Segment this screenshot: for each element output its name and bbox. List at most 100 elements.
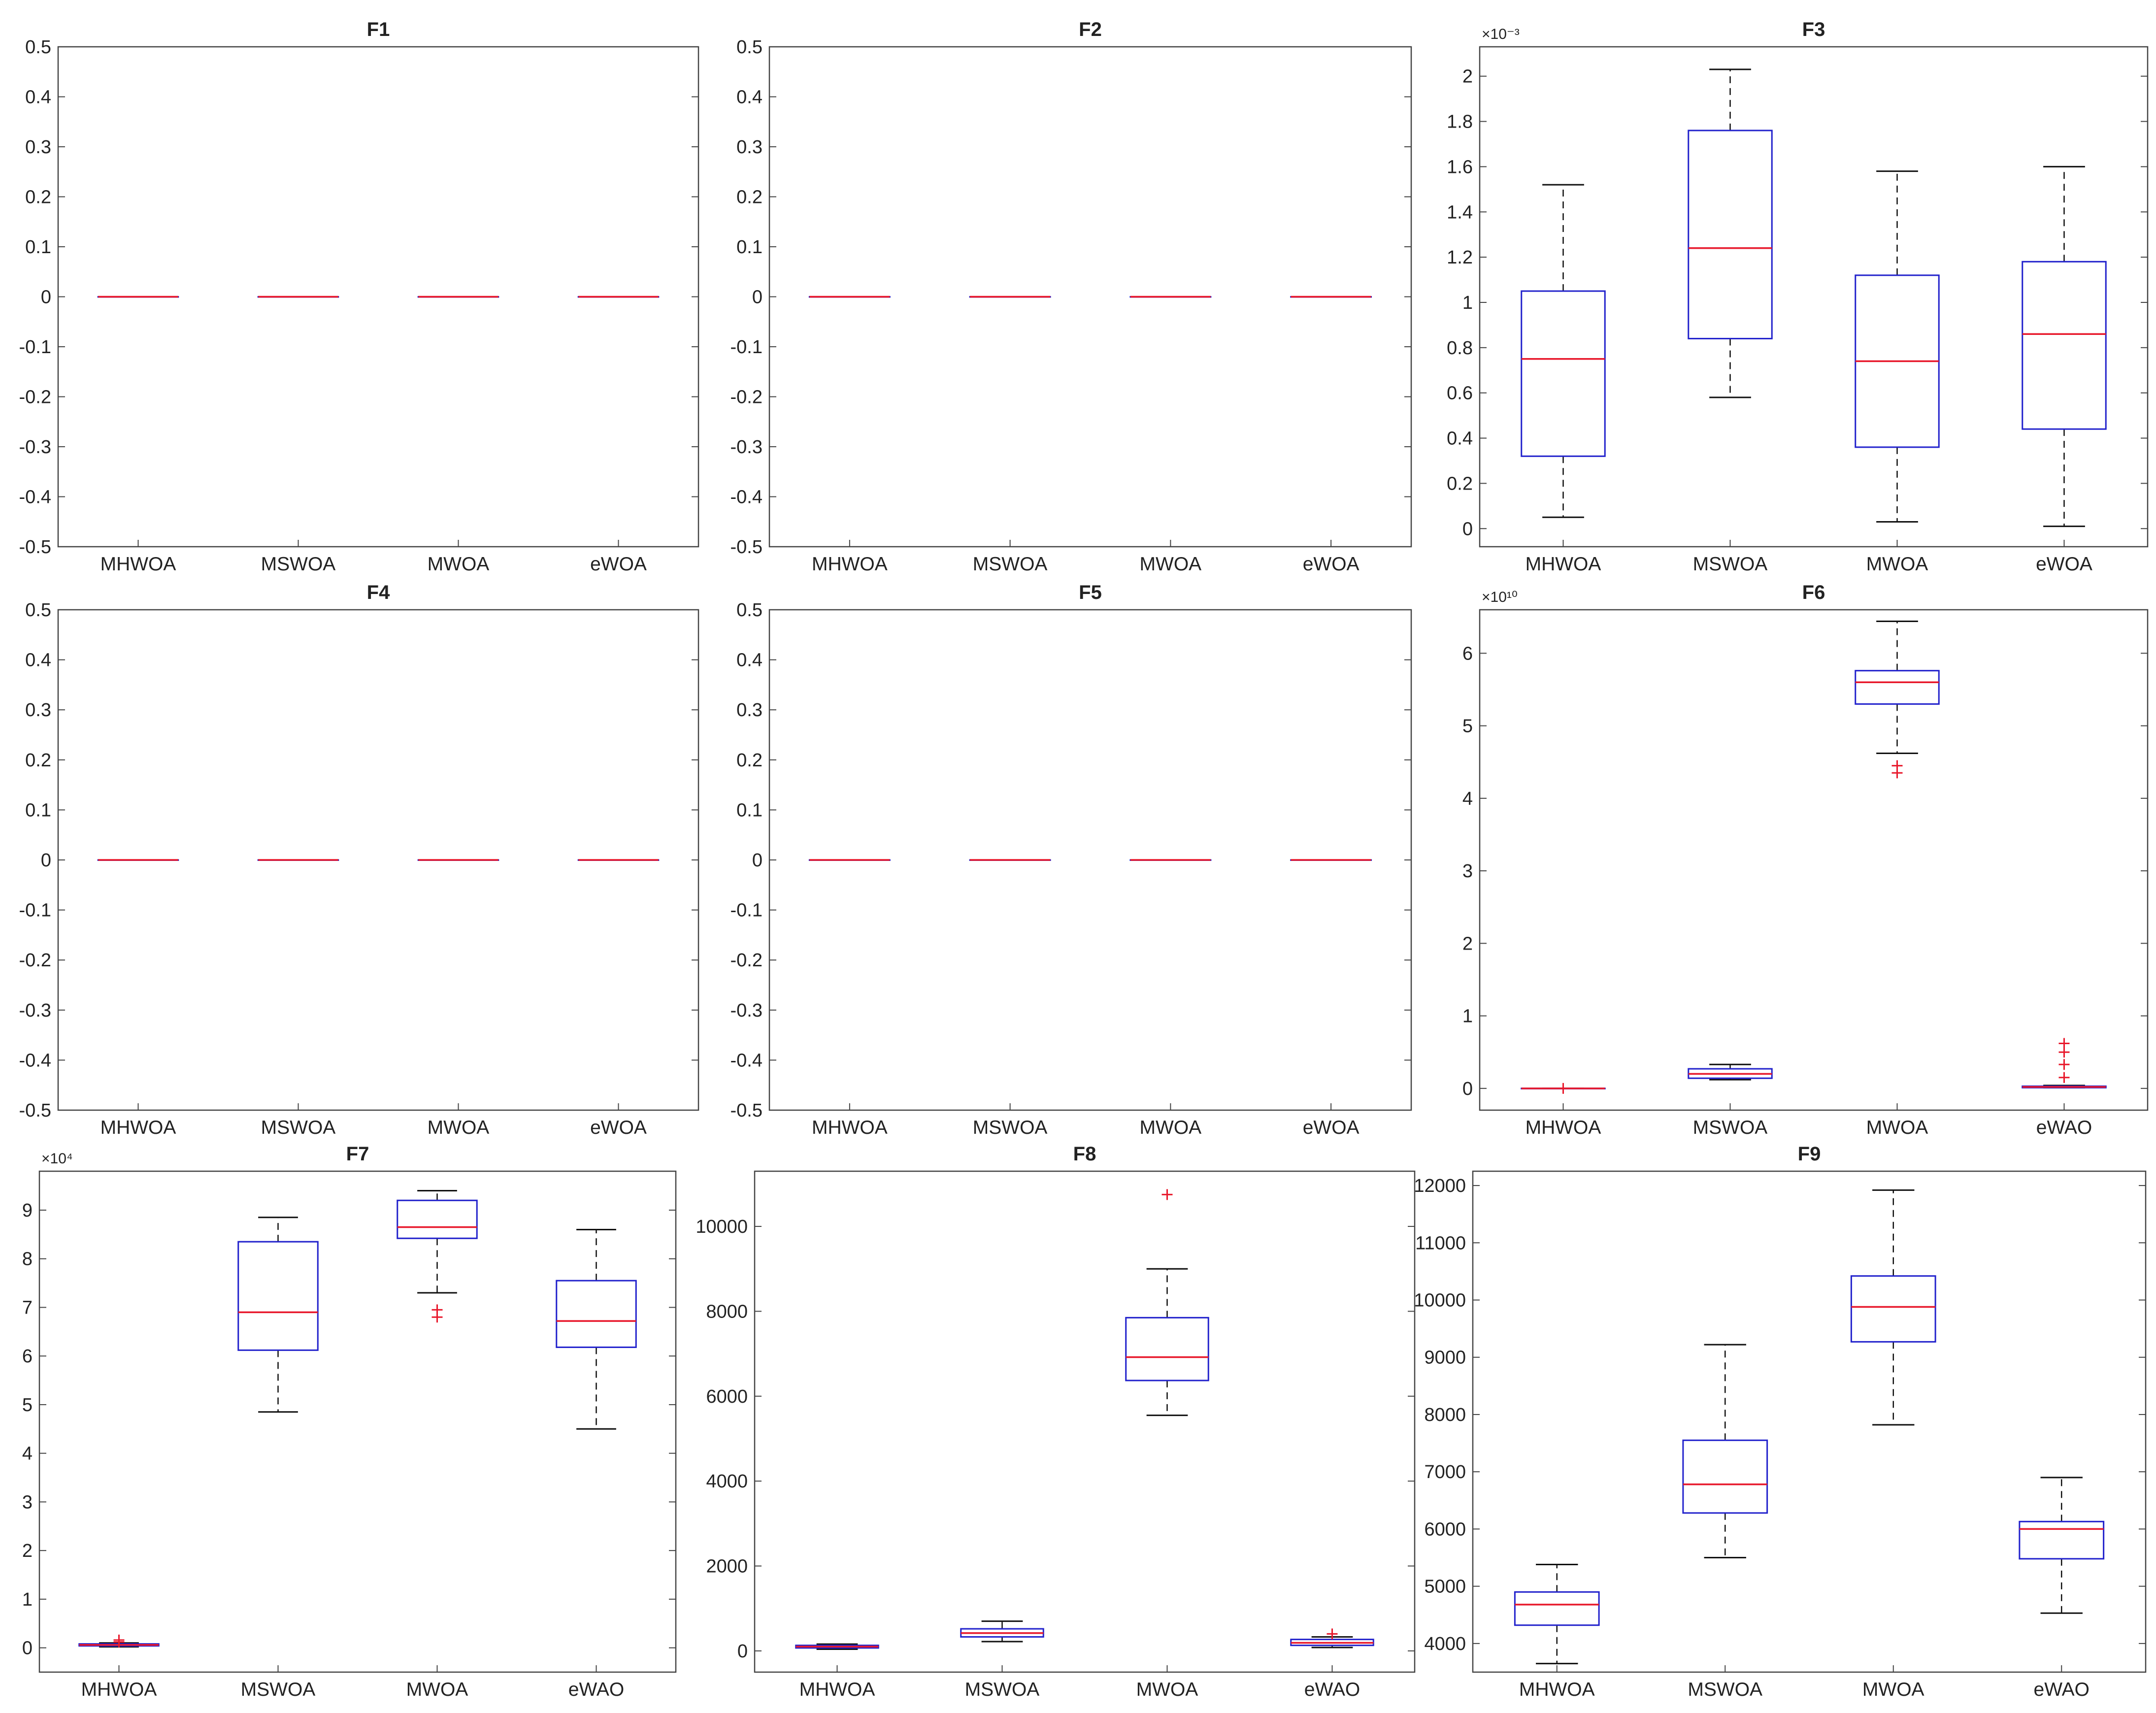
y-tick-label: -0.4 bbox=[730, 487, 763, 508]
iqr-box bbox=[1521, 290, 1606, 457]
x-tick-label: MSWOA bbox=[973, 554, 1048, 575]
x-tick-label: MWOA bbox=[1136, 1679, 1198, 1700]
x-tick-label: MWOA bbox=[1866, 1117, 1928, 1138]
y-tick-label: 2 bbox=[22, 1541, 33, 1561]
outlier-marker bbox=[431, 1312, 443, 1323]
chart-panel-f4: F4 -0.5 -0.4 -0.3 -0.2 -0.1 0 0.1 0.2 0.3 0.4 0.5 MH… bbox=[19, 582, 699, 1138]
iqr-box bbox=[237, 1241, 319, 1351]
y-tick-label: 0 bbox=[22, 1638, 33, 1659]
y-tick-label: 0.2 bbox=[25, 750, 51, 771]
y-tick-label: 6000 bbox=[706, 1386, 748, 1407]
y-tick-label: 1.4 bbox=[1447, 202, 1473, 223]
boxplot-mwoa bbox=[397, 1189, 478, 1323]
x-tick-label: eWOA bbox=[2036, 554, 2092, 575]
x-tick-label: MSWOA bbox=[1693, 554, 1768, 575]
x-tick-label: eWAO bbox=[1304, 1679, 1360, 1700]
axis-exponent-label: ×10⁴ bbox=[41, 1151, 73, 1167]
y-tick-label: 1 bbox=[22, 1589, 33, 1610]
boxplot-mhwoa bbox=[1521, 184, 1606, 518]
y-tick-label: 0 bbox=[41, 850, 51, 871]
boxplot-mhwoa bbox=[1521, 1083, 1606, 1094]
x-tick-label: eWOA bbox=[590, 554, 647, 575]
x-tick-label: MHWOA bbox=[1526, 554, 1601, 575]
y-tick-label: 0.3 bbox=[736, 137, 763, 158]
outlier-marker bbox=[113, 1634, 125, 1646]
iqr-box bbox=[556, 1280, 637, 1348]
chart-panel-f8: F8 0 2000 4000 6000 8000 10000 MHWOA MSWOA MWOA eW… bbox=[696, 1143, 1416, 1700]
y-tick-label: 6 bbox=[22, 1346, 33, 1367]
axis-exponent-label: ×10¹⁰ bbox=[1482, 589, 1518, 605]
x-tick-label: MHWOA bbox=[100, 554, 176, 575]
y-tick-label: -0.2 bbox=[730, 387, 763, 408]
y-tick-label: -0.5 bbox=[730, 1100, 763, 1121]
y-tick-label: 1 bbox=[1462, 293, 1473, 313]
outlier-marker bbox=[2058, 1072, 2070, 1083]
iqr-box bbox=[1125, 1317, 1209, 1382]
y-tick-label: 0.4 bbox=[25, 650, 51, 671]
iqr-box bbox=[397, 1199, 478, 1239]
y-tick-label: 0.3 bbox=[25, 137, 51, 158]
y-tick-label: 0 bbox=[1462, 1079, 1473, 1099]
x-tick-label: MSWOA bbox=[261, 1117, 336, 1138]
x-tick-label: eWAO bbox=[568, 1679, 624, 1700]
y-tick-label: 1.8 bbox=[1447, 112, 1473, 132]
y-tick-label: 0.4 bbox=[25, 87, 51, 108]
boxplot-mswoa bbox=[1688, 1063, 1773, 1081]
y-tick-label: -0.4 bbox=[19, 1050, 51, 1071]
chart-title: F9 bbox=[1798, 1143, 1821, 1165]
y-tick-label: -0.1 bbox=[730, 900, 763, 921]
boxplot-mswoa bbox=[1682, 1344, 1768, 1559]
y-tick-label: 10000 bbox=[696, 1217, 748, 1237]
y-tick-label: 1 bbox=[1462, 1006, 1473, 1027]
y-tick-label: 8000 bbox=[1424, 1405, 1466, 1425]
x-tick-label: MWOA bbox=[428, 554, 490, 575]
boxplot-mwoa bbox=[1850, 1189, 1936, 1426]
iqr-box bbox=[2022, 261, 2107, 430]
y-tick-label: 0.2 bbox=[736, 187, 763, 208]
chart-title: F3 bbox=[1802, 19, 1825, 40]
y-tick-label: 2 bbox=[1462, 933, 1473, 954]
y-tick-label: 3 bbox=[1462, 861, 1473, 882]
chart-title: F2 bbox=[1079, 19, 1102, 40]
y-tick-label: -0.2 bbox=[730, 950, 763, 971]
y-tick-label: 0.5 bbox=[25, 600, 51, 621]
y-tick-label: 4 bbox=[22, 1444, 33, 1464]
y-tick-label: -0.4 bbox=[19, 487, 51, 508]
y-tick-label: 8 bbox=[22, 1249, 33, 1270]
y-tick-label: 4000 bbox=[706, 1471, 748, 1492]
y-tick-label: 1.6 bbox=[1447, 157, 1473, 177]
y-tick-label: -0.2 bbox=[19, 950, 51, 971]
boxplot-mwoa bbox=[1855, 621, 1940, 779]
y-tick-label: 0.4 bbox=[1447, 428, 1473, 449]
outlier-marker bbox=[1891, 767, 1903, 779]
y-tick-label: 1.2 bbox=[1447, 247, 1473, 268]
y-tick-label: -0.3 bbox=[19, 1000, 51, 1021]
y-tick-label: 9 bbox=[22, 1200, 33, 1221]
chart-title: F6 bbox=[1802, 582, 1825, 603]
iqr-box bbox=[1688, 130, 1773, 339]
y-tick-label: 0.6 bbox=[1447, 383, 1473, 404]
y-tick-label: 0 bbox=[1462, 519, 1473, 539]
outlier-marker bbox=[2058, 1047, 2070, 1058]
x-tick-label: MHWOA bbox=[81, 1679, 157, 1700]
x-tick-label: MSWOA bbox=[973, 1117, 1048, 1138]
y-tick-label: -0.4 bbox=[730, 1050, 763, 1071]
x-tick-label: MHWOA bbox=[100, 1117, 176, 1138]
y-tick-label: 0 bbox=[752, 287, 763, 308]
y-tick-label: 0.2 bbox=[736, 750, 763, 771]
y-tick-label: -0.5 bbox=[19, 1100, 51, 1121]
y-tick-label: 0.1 bbox=[25, 800, 51, 821]
boxplot-mhwoa bbox=[795, 1643, 879, 1650]
y-tick-label: 0.3 bbox=[25, 700, 51, 721]
axes-frame bbox=[1472, 1170, 2147, 1673]
boxplot-mhwoa bbox=[78, 1634, 160, 1648]
y-tick-label: 0.5 bbox=[736, 600, 763, 621]
x-tick-label: MWOA bbox=[1866, 554, 1928, 575]
boxplot-ewao bbox=[556, 1228, 637, 1430]
y-tick-label: 0.2 bbox=[25, 187, 51, 208]
y-tick-label: 0.3 bbox=[736, 700, 763, 721]
y-tick-label: 0.1 bbox=[25, 237, 51, 258]
y-tick-label: 7 bbox=[22, 1297, 33, 1318]
iqr-box bbox=[1514, 1591, 1600, 1626]
boxplot-mswoa bbox=[960, 1620, 1044, 1643]
